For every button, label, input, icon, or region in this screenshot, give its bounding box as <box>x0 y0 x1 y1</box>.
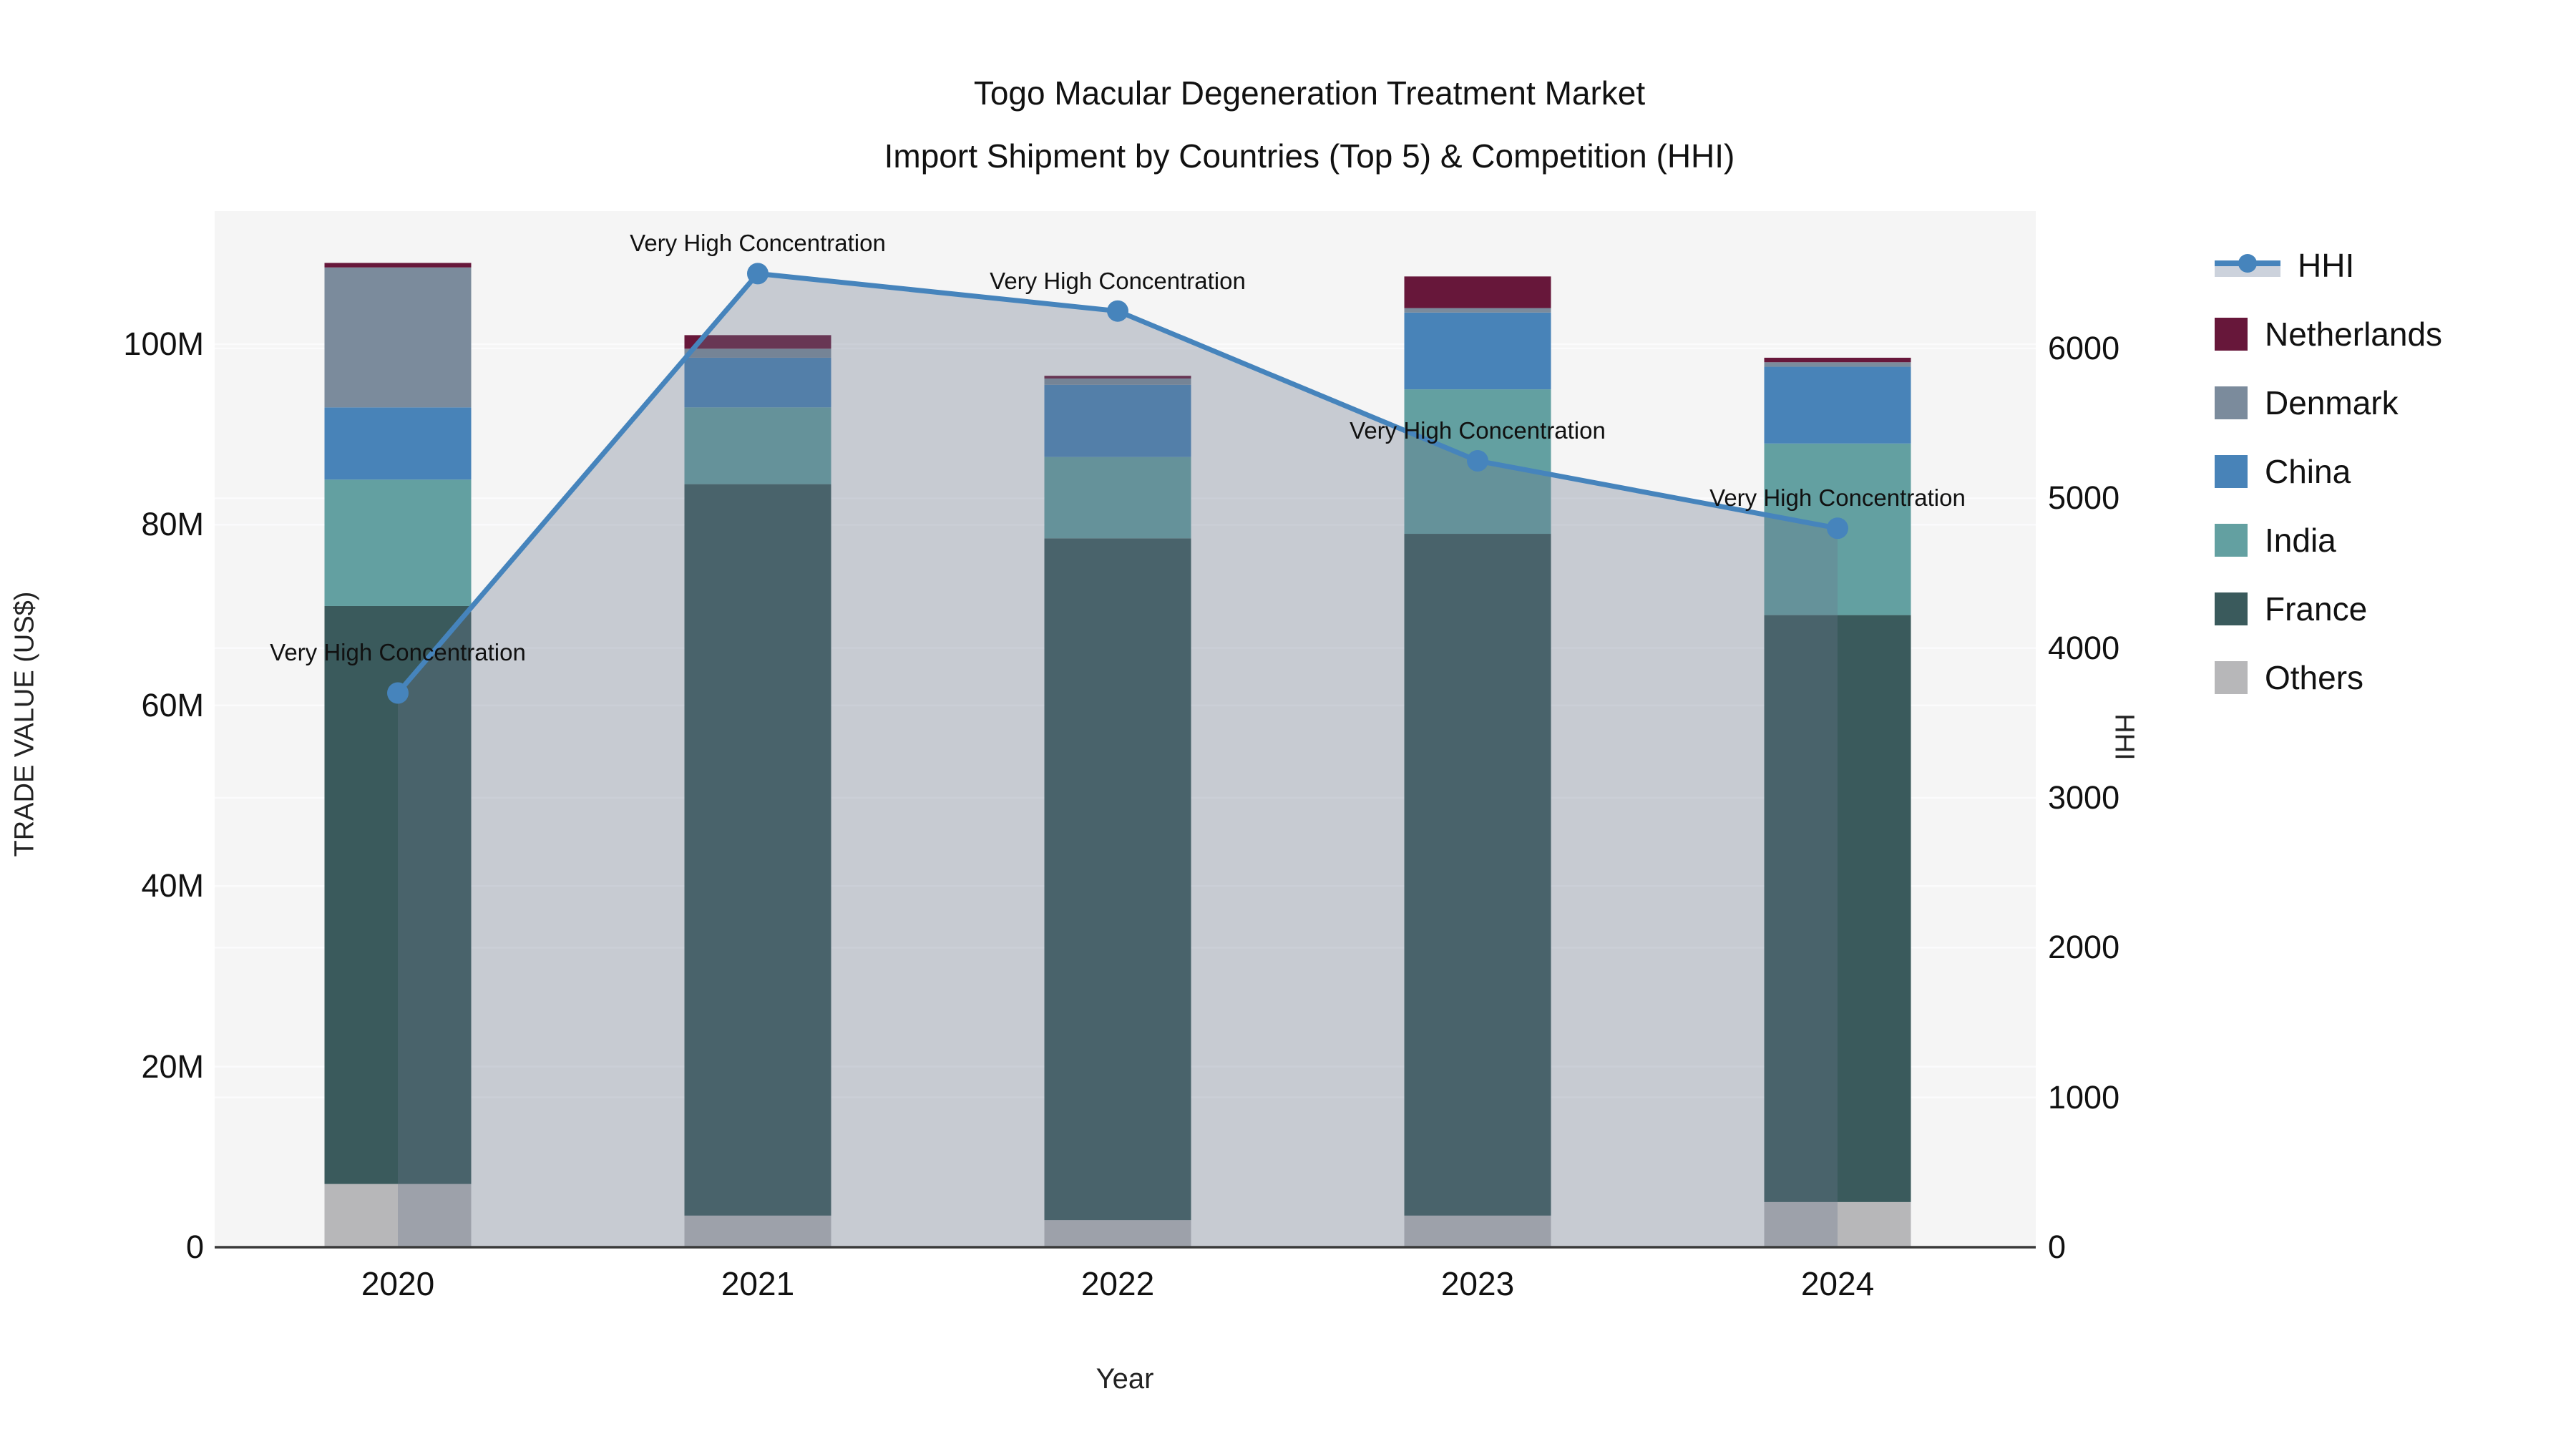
bar-segment-netherlands-2020[interactable] <box>324 263 472 268</box>
bar-segment-denmark-2020[interactable] <box>324 267 472 408</box>
bar-segment-china-2021[interactable] <box>684 357 831 408</box>
x-tick-2023: 2023 <box>1440 1265 1515 1302</box>
bar-segment-china-2020[interactable] <box>324 407 472 480</box>
hhi-marker-2024[interactable] <box>1827 517 1848 540</box>
legend-label: China <box>2265 453 2351 490</box>
legend-item-others[interactable]: Others <box>2215 643 2442 712</box>
annotation-2022: Very High Concentration <box>990 267 1246 294</box>
bar-segment-others-2022[interactable] <box>1044 1220 1191 1247</box>
x-tick-2021: 2021 <box>721 1265 795 1302</box>
legend-swatch-icon <box>2215 386 2248 419</box>
hhi-marker-2021[interactable] <box>747 263 769 285</box>
annotation-2024: Very High Concentration <box>1709 484 1966 512</box>
bar-segment-india-2020[interactable] <box>324 479 472 606</box>
x-tick-2022: 2022 <box>1080 1265 1155 1302</box>
bar-segment-netherlands-2023[interactable] <box>1404 276 1551 308</box>
x-axis-title: Year <box>1096 1363 1154 1395</box>
y-left-tick-80M: 80M <box>141 506 204 543</box>
annotation-2020: Very High Concentration <box>270 639 526 666</box>
legend-swatch-icon <box>2215 455 2248 488</box>
legend: HHI Netherlands Denmark China India France Oth… <box>2215 231 2442 712</box>
hhi-marker-2020[interactable] <box>387 682 409 704</box>
legend-swatch-icon <box>2215 318 2248 351</box>
y-left-axis-title: TRADE VALUE (US$) <box>9 591 40 857</box>
bar-segment-china-2024[interactable] <box>1764 366 1911 444</box>
bar-segment-netherlands-2021[interactable] <box>684 335 831 349</box>
legend-item-china[interactable]: China <box>2215 437 2442 506</box>
bar-segment-france-2023[interactable] <box>1404 534 1551 1216</box>
bar-segment-france-2021[interactable] <box>684 484 831 1216</box>
y-right-tick-2000: 2000 <box>2048 929 2120 966</box>
y-right-tick-6000: 6000 <box>2048 330 2120 367</box>
chart-title-line1: Togo Macular Degeneration Treatment Mark… <box>973 74 1646 112</box>
bar-segment-others-2020[interactable] <box>324 1184 472 1247</box>
y-left-tick-0: 0 <box>185 1229 204 1265</box>
hhi-line-sample-icon <box>2215 249 2280 282</box>
bar-segment-others-2021[interactable] <box>684 1215 831 1247</box>
y-right-axis-title: HHI <box>2109 713 2140 761</box>
bar-segment-netherlands-2024[interactable] <box>1764 357 1911 363</box>
x-tick-2020: 2020 <box>361 1265 435 1302</box>
bar-segment-others-2023[interactable] <box>1404 1215 1551 1247</box>
hhi-marker-2023[interactable] <box>1467 450 1488 472</box>
y-right-tick-1000: 1000 <box>2048 1078 2120 1116</box>
legend-swatch-icon <box>2215 592 2248 625</box>
y-left-tick-40M: 40M <box>141 867 204 904</box>
y-right-tick-0: 0 <box>2048 1229 2067 1265</box>
bar-segment-denmark-2022[interactable] <box>1044 378 1191 385</box>
legend-label: HHI <box>2298 247 2355 284</box>
bar-segment-netherlands-2022[interactable] <box>1044 376 1191 379</box>
bar-segment-france-2024[interactable] <box>1764 615 1911 1202</box>
bar-segment-india-2021[interactable] <box>684 407 831 484</box>
hhi-marker-2022[interactable] <box>1107 300 1128 322</box>
bar-segment-china-2022[interactable] <box>1044 384 1191 457</box>
bar-segment-france-2022[interactable] <box>1044 538 1191 1221</box>
legend-swatch-icon <box>2215 524 2248 557</box>
legend-item-france[interactable]: France <box>2215 575 2442 643</box>
x-tick-2024: 2024 <box>1800 1265 1875 1302</box>
legend-item-hhi[interactable]: HHI <box>2215 231 2442 300</box>
chart-title-line2: Import Shipment by Countries (Top 5) & C… <box>884 137 1735 175</box>
legend-label: Others <box>2265 659 2364 696</box>
legend-item-denmark[interactable]: Denmark <box>2215 369 2442 437</box>
legend-swatch-icon <box>2215 661 2248 694</box>
y-right-tick-4000: 4000 <box>2048 629 2120 666</box>
bar-segment-china-2023[interactable] <box>1404 312 1551 390</box>
y-left-tick-100M: 100M <box>123 326 204 362</box>
bar-segment-india-2022[interactable] <box>1044 457 1191 539</box>
y-left-tick-60M: 60M <box>141 686 204 723</box>
annotation-2021: Very High Concentration <box>630 230 886 257</box>
bar-segment-denmark-2023[interactable] <box>1404 308 1551 313</box>
hhi-area-fill <box>398 273 1838 1248</box>
annotation-2023: Very High Concentration <box>1350 417 1606 444</box>
bar-segment-denmark-2021[interactable] <box>684 348 831 358</box>
legend-label: France <box>2265 590 2368 628</box>
legend-label: India <box>2265 522 2336 559</box>
bar-segment-denmark-2024[interactable] <box>1764 362 1911 367</box>
y-right-tick-5000: 5000 <box>2048 479 2120 517</box>
y-right-tick-3000: 3000 <box>2048 779 2120 816</box>
legend-item-india[interactable]: India <box>2215 506 2442 575</box>
y-left-tick-20M: 20M <box>141 1048 204 1085</box>
legend-label: Denmark <box>2265 384 2399 421</box>
bar-segment-others-2024[interactable] <box>1764 1201 1911 1247</box>
legend-item-netherlands[interactable]: Netherlands <box>2215 300 2442 369</box>
legend-label: Netherlands <box>2265 316 2443 353</box>
